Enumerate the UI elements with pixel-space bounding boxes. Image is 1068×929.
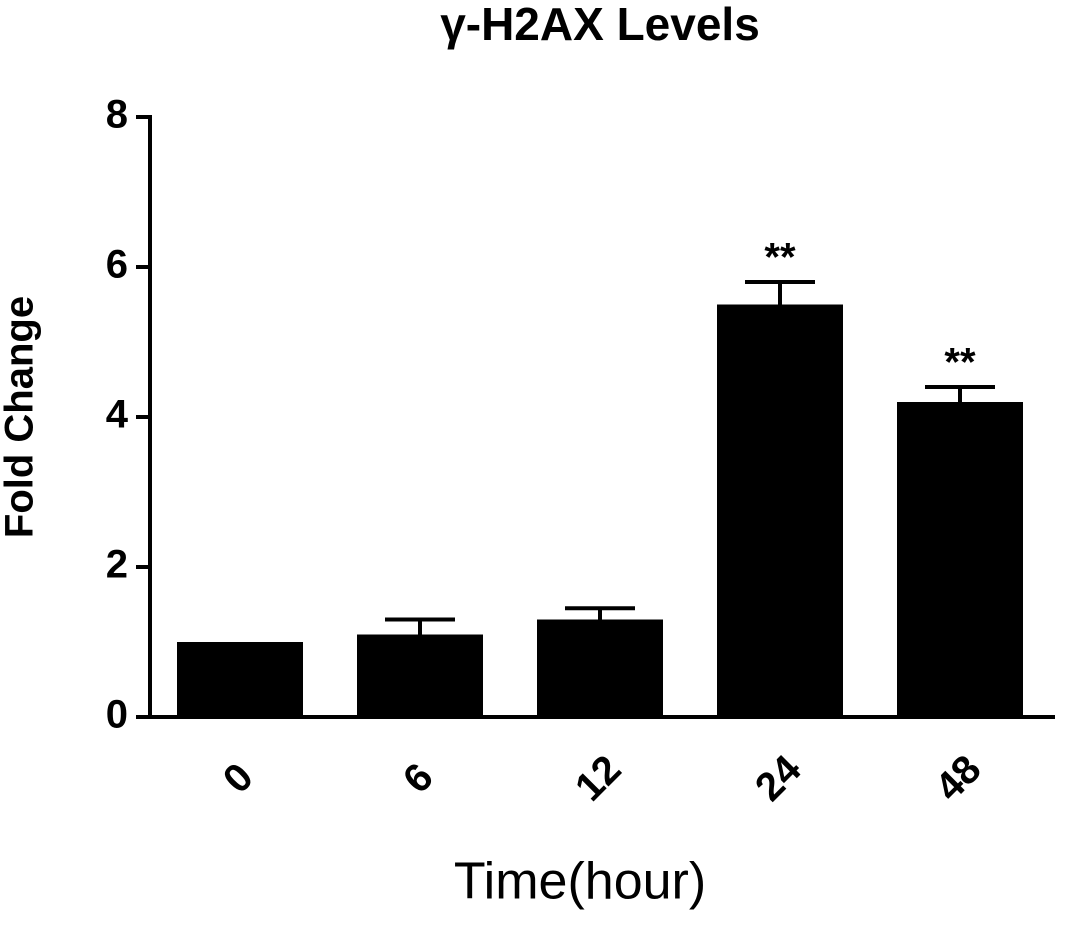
bar [537,619,663,717]
error-bar [925,385,995,402]
x-tick-label: 48 [927,747,990,810]
y-tick-label: 0 [106,693,128,737]
y-tick-label: 6 [106,243,128,287]
x-tick-label: 24 [747,746,810,809]
chart-title: γ-H2AX Levels [440,0,760,50]
y-tick-label: 8 [106,93,128,137]
significance-label: ** [764,236,796,280]
error-bar [745,280,815,305]
x-tick-label: 0 [215,755,262,802]
y-tick-label: 4 [106,393,129,437]
y-axis-title: Fold Change [0,296,42,538]
bar [897,402,1023,717]
bar [177,642,303,717]
y-tick-label: 2 [106,543,128,587]
bar [357,634,483,717]
error-bar [385,617,455,635]
x-tick-label: 12 [567,747,630,810]
x-axis-title: Time(hour) [454,853,706,911]
significance-label: ** [944,341,976,385]
x-tick-label: 6 [395,755,442,802]
bar [717,304,843,717]
error-bar [565,606,635,620]
